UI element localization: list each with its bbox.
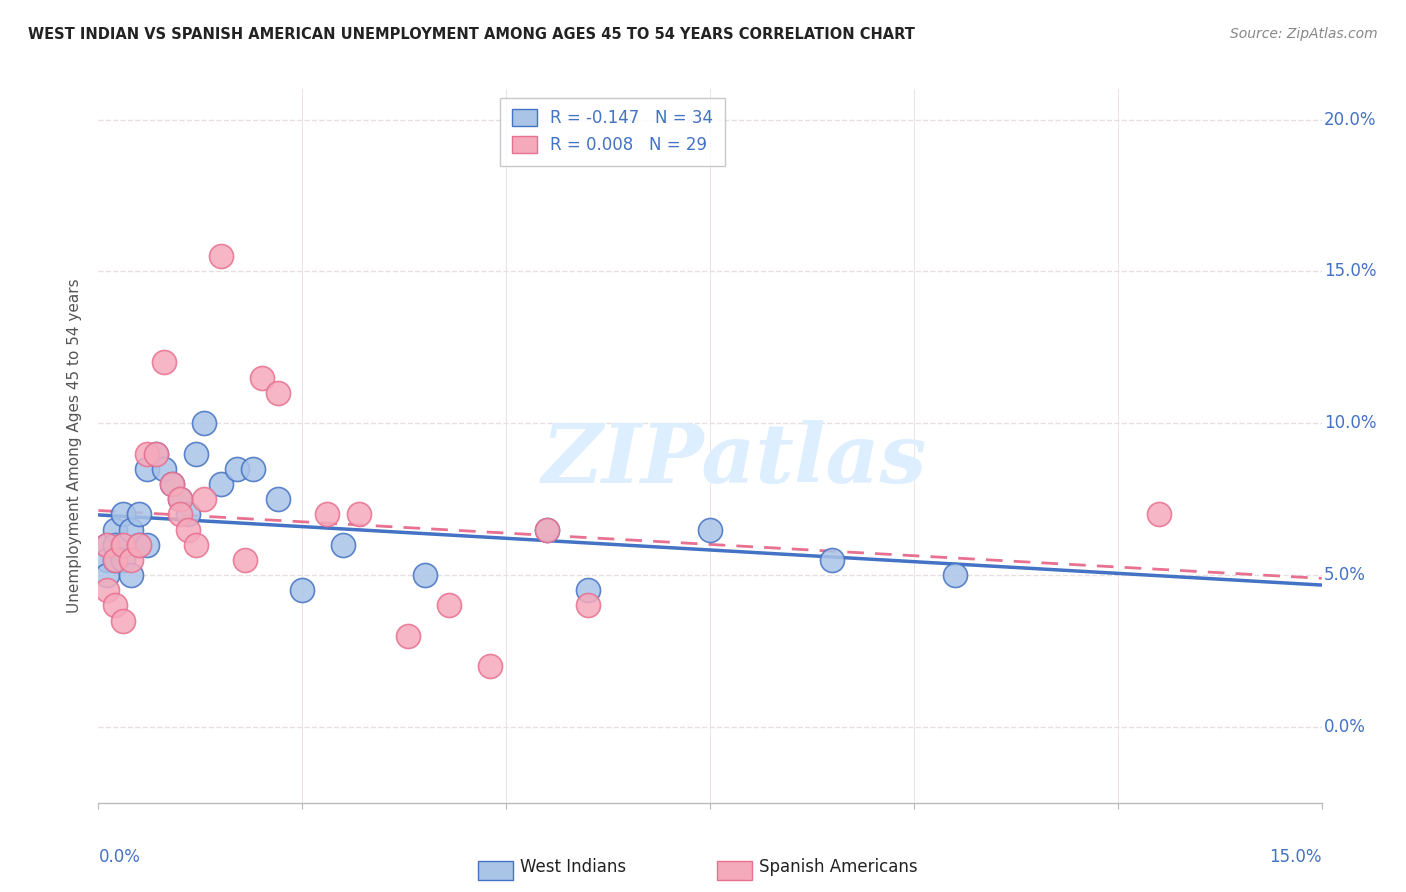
Text: Source: ZipAtlas.com: Source: ZipAtlas.com: [1230, 27, 1378, 41]
Point: [226, 462, 249, 476]
Point: [128, 538, 150, 552]
Point: [699, 523, 721, 537]
Point: [177, 508, 200, 522]
Point: [478, 659, 501, 673]
Point: [332, 538, 354, 552]
Point: [291, 583, 314, 598]
Point: [145, 447, 167, 461]
Point: [111, 553, 134, 567]
Point: [128, 538, 150, 552]
Point: [104, 523, 127, 537]
Point: [104, 538, 127, 552]
Point: [1147, 508, 1170, 522]
Point: [576, 599, 599, 613]
Point: [193, 492, 215, 507]
Point: [242, 462, 264, 476]
Point: [169, 508, 191, 522]
Point: [160, 477, 183, 491]
Point: [136, 538, 159, 552]
Point: [104, 553, 127, 567]
Point: [267, 385, 290, 400]
Text: 10.0%: 10.0%: [1324, 414, 1376, 433]
Point: [536, 523, 558, 537]
Point: [111, 538, 134, 552]
Y-axis label: Unemployment Among Ages 45 to 54 years: Unemployment Among Ages 45 to 54 years: [67, 278, 83, 614]
Point: [396, 629, 419, 643]
Point: [111, 538, 134, 552]
Point: [169, 492, 191, 507]
Point: [209, 249, 232, 263]
Point: [576, 583, 599, 598]
Point: [136, 447, 159, 461]
Text: ZIPatlas: ZIPatlas: [541, 420, 927, 500]
Point: [145, 447, 167, 461]
Text: 0.0%: 0.0%: [1324, 718, 1367, 736]
Point: [104, 599, 127, 613]
Text: 15.0%: 15.0%: [1270, 848, 1322, 866]
Point: [152, 462, 174, 476]
Point: [111, 614, 134, 628]
Point: [233, 553, 256, 567]
Text: West Indians: West Indians: [520, 858, 626, 876]
Point: [193, 416, 215, 430]
Point: [120, 523, 142, 537]
Point: [96, 538, 118, 552]
Point: [250, 370, 273, 384]
Point: [437, 599, 460, 613]
Text: 20.0%: 20.0%: [1324, 111, 1376, 128]
Text: 15.0%: 15.0%: [1324, 262, 1376, 280]
Point: [267, 492, 290, 507]
Legend: R = -0.147   N = 34, R = 0.008   N = 29: R = -0.147 N = 34, R = 0.008 N = 29: [501, 97, 724, 166]
Text: WEST INDIAN VS SPANISH AMERICAN UNEMPLOYMENT AMONG AGES 45 TO 54 YEARS CORRELATI: WEST INDIAN VS SPANISH AMERICAN UNEMPLOY…: [28, 27, 915, 42]
Point: [169, 492, 191, 507]
Point: [136, 462, 159, 476]
Point: [96, 553, 118, 567]
Point: [96, 538, 118, 552]
Point: [152, 355, 174, 369]
Point: [413, 568, 436, 582]
Point: [186, 447, 208, 461]
Point: [120, 568, 142, 582]
Point: [96, 568, 118, 582]
Text: Spanish Americans: Spanish Americans: [759, 858, 918, 876]
Point: [160, 477, 183, 491]
Point: [128, 508, 150, 522]
Point: [943, 568, 966, 582]
Point: [315, 508, 337, 522]
Text: 5.0%: 5.0%: [1324, 566, 1367, 584]
Point: [177, 523, 200, 537]
Point: [536, 523, 558, 537]
Point: [96, 583, 118, 598]
Point: [104, 553, 127, 567]
Point: [120, 553, 142, 567]
Point: [209, 477, 232, 491]
Point: [111, 508, 134, 522]
Point: [186, 538, 208, 552]
Point: [821, 553, 844, 567]
Text: 0.0%: 0.0%: [98, 848, 141, 866]
Point: [349, 508, 371, 522]
